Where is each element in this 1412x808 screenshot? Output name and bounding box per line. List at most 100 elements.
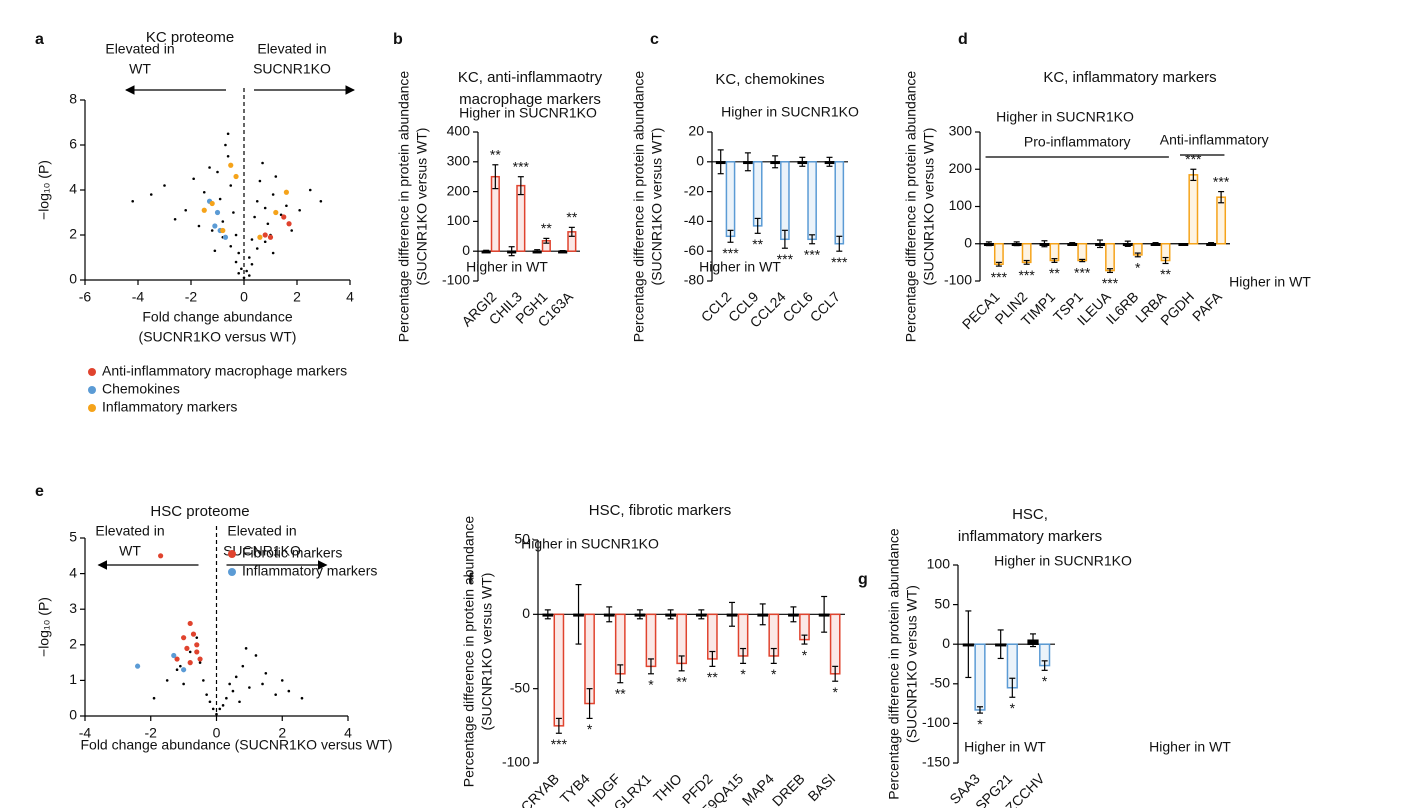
point bbox=[250, 238, 254, 241]
significance-label: ** bbox=[490, 146, 501, 162]
significance-label: *** bbox=[831, 254, 848, 270]
point bbox=[218, 707, 222, 711]
bar bbox=[993, 243, 1004, 265]
annotation: Higher in SUCNR1KO bbox=[459, 105, 597, 121]
y-tick-label: 5 bbox=[69, 529, 77, 545]
point bbox=[263, 240, 267, 244]
y-axis-label: (SUCNR1KO versus WT) bbox=[479, 573, 495, 731]
point bbox=[271, 193, 275, 196]
y-tick-label: -100 bbox=[922, 714, 950, 730]
significance-label: *** bbox=[991, 269, 1008, 285]
panel-letter: d bbox=[958, 31, 968, 48]
point bbox=[194, 642, 200, 648]
y-tick-label: 200 bbox=[949, 160, 973, 176]
x-tick-label: 4 bbox=[346, 289, 354, 305]
y-tick-label: -80 bbox=[684, 272, 704, 288]
point bbox=[202, 679, 205, 682]
x-axis-label: (SUCNR1KO versus WT) bbox=[139, 329, 297, 345]
chart-title: inflammatory markers bbox=[958, 528, 1102, 545]
point bbox=[242, 276, 246, 280]
y-tick-label: 100 bbox=[927, 556, 951, 572]
point bbox=[237, 271, 240, 275]
annotation: Elevated in bbox=[257, 41, 326, 57]
significance-label: * bbox=[587, 721, 593, 737]
significance-label: * bbox=[648, 677, 654, 693]
significance-label: ** bbox=[1049, 265, 1060, 281]
point bbox=[248, 256, 251, 259]
point bbox=[152, 696, 156, 700]
y-tick-label: 50 bbox=[514, 531, 530, 547]
legend-label: Fibrotic markers bbox=[242, 545, 342, 561]
y-tick-label: 0 bbox=[69, 707, 77, 723]
x-tick-label: THIO bbox=[650, 770, 685, 805]
legend-swatch bbox=[88, 386, 96, 394]
point bbox=[165, 679, 169, 682]
y-axis-label: Percentage difference in protein abundan… bbox=[396, 71, 412, 343]
annotation: Higher in SUCNR1KO bbox=[721, 104, 859, 120]
point bbox=[255, 199, 259, 203]
point bbox=[234, 675, 238, 679]
y-tick-label: 0 bbox=[942, 635, 950, 651]
y-tick-label: 4 bbox=[69, 564, 77, 580]
bar bbox=[807, 161, 817, 241]
point bbox=[226, 132, 230, 136]
significance-label: * bbox=[740, 666, 746, 682]
x-tick-label: IL6RB bbox=[1103, 288, 1142, 327]
point bbox=[308, 188, 312, 192]
significance-label: ** bbox=[676, 674, 687, 690]
y-tick-label: 0 bbox=[522, 605, 530, 621]
significance-label: *** bbox=[1074, 264, 1091, 280]
y-axis-label: Percentage difference in protein abundan… bbox=[631, 71, 647, 343]
significance-label: ** bbox=[615, 685, 626, 701]
y-axis-label: (SUCNR1KO versus WT) bbox=[649, 128, 665, 286]
point bbox=[192, 177, 195, 181]
y-tick-label: 0 bbox=[69, 271, 77, 287]
x-tick-label: -2 bbox=[185, 289, 198, 305]
significance-label: * bbox=[1010, 700, 1016, 716]
legend-swatch bbox=[228, 568, 236, 576]
y-axis-label: Percentage difference in protein abundan… bbox=[461, 516, 477, 788]
chart-title: macrophage markers bbox=[459, 91, 601, 108]
point bbox=[248, 274, 251, 277]
point bbox=[213, 249, 217, 253]
y-tick-label: 300 bbox=[447, 153, 471, 169]
annotation: Higher in WT bbox=[1229, 274, 1311, 290]
point bbox=[264, 671, 268, 675]
point bbox=[158, 553, 164, 559]
point bbox=[261, 161, 264, 165]
y-tick-label: 0 bbox=[964, 234, 972, 250]
panel-letter: f bbox=[468, 571, 474, 588]
point bbox=[184, 208, 187, 212]
point bbox=[173, 217, 177, 221]
significance-label: *** bbox=[1018, 267, 1035, 283]
point bbox=[234, 233, 238, 237]
annotation: Higher in SUCNR1KO bbox=[994, 553, 1132, 569]
annotation: Elevated in bbox=[227, 523, 296, 539]
significance-label: ** bbox=[566, 209, 577, 225]
point bbox=[287, 689, 291, 693]
y-tick-label: -50 bbox=[510, 679, 530, 695]
point bbox=[218, 197, 222, 201]
point bbox=[266, 222, 270, 226]
significance-label: * bbox=[832, 684, 838, 700]
point bbox=[220, 227, 226, 234]
point bbox=[245, 269, 248, 273]
point bbox=[197, 224, 201, 228]
point bbox=[257, 234, 263, 240]
bar bbox=[1216, 196, 1227, 245]
bar bbox=[834, 161, 845, 245]
y-axis-label: (SUCNR1KO versus WT) bbox=[904, 585, 920, 743]
significance-label: *** bbox=[1102, 275, 1119, 291]
y-tick-label: 20 bbox=[688, 123, 704, 139]
y-tick-label: 100 bbox=[447, 212, 471, 228]
x-tick-label: 2 bbox=[293, 289, 301, 305]
bar bbox=[725, 161, 736, 238]
point bbox=[274, 693, 277, 696]
point bbox=[215, 712, 218, 716]
point bbox=[285, 204, 288, 208]
x-tick-label: BASI bbox=[805, 770, 839, 804]
point bbox=[221, 220, 225, 223]
x-axis-label: Fold change abundance (SUCNR1KO versus W… bbox=[80, 737, 392, 753]
legend-label: Inflammatory markers bbox=[102, 399, 237, 415]
x-tick-label: -4 bbox=[132, 289, 145, 305]
